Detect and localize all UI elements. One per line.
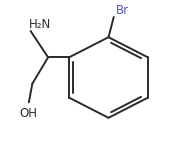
Text: OH: OH <box>20 107 38 120</box>
Text: H₂N: H₂N <box>29 18 51 31</box>
Text: Br: Br <box>116 4 129 17</box>
